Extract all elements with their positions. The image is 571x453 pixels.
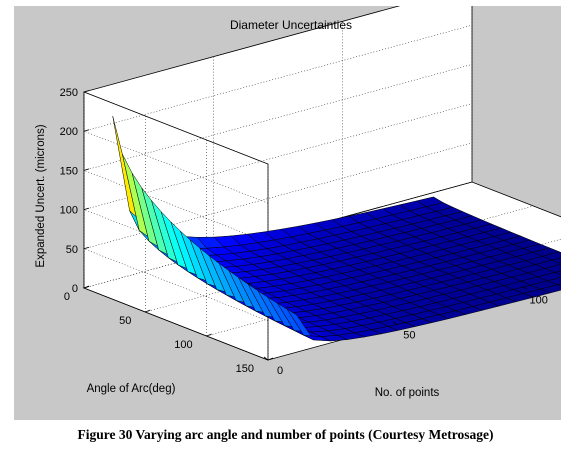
x-tick <box>522 286 527 290</box>
surface-plot: 050100150200250050100150050100150 Diamet… <box>35 6 561 399</box>
z-tick-label: 200 <box>60 126 78 138</box>
y-tick <box>267 357 274 361</box>
y-tick-label: 50 <box>119 315 131 327</box>
x-tick-label: 50 <box>403 330 415 342</box>
grid-line <box>83 24 473 132</box>
z-tick-label: 100 <box>60 205 78 217</box>
x-tick-label: 0 <box>277 365 283 377</box>
surface-patch <box>534 259 561 269</box>
z-tick <box>83 168 90 171</box>
x-tick <box>393 321 398 325</box>
z-axis-label: Expanded Uncert. (microns) <box>35 124 47 267</box>
grid-line <box>83 142 473 250</box>
z-tick-label: 150 <box>60 165 78 177</box>
grid-line <box>83 103 473 210</box>
grid-line <box>83 6 400 93</box>
surface-patch <box>541 251 561 261</box>
figure-frame: 050100150200250050100150050100150 Diamet… <box>14 6 561 420</box>
z-tick <box>83 90 90 93</box>
y-tick-label: 150 <box>236 363 254 375</box>
y-tick <box>145 309 151 313</box>
z-tick <box>83 129 90 132</box>
y-tick-label: 100 <box>174 339 192 351</box>
y-tick <box>206 333 212 337</box>
x-axis-label: No. of points <box>375 387 440 399</box>
z-tick-label: 250 <box>60 87 78 99</box>
surface-patch <box>539 284 561 294</box>
figure-caption: Figure 30 Varying arc angle and number o… <box>77 427 494 442</box>
z-tick <box>83 246 90 250</box>
z-tick-label: 50 <box>66 244 78 256</box>
chart-title: Diameter Uncertainties <box>230 18 352 32</box>
surface-patch <box>553 270 561 276</box>
surface-patch <box>556 283 561 287</box>
y-tick <box>83 285 90 289</box>
x-tick <box>263 356 269 361</box>
z-tick <box>83 207 90 210</box>
z-tick-label: 0 <box>72 283 78 295</box>
surface-patch <box>544 264 561 273</box>
surface-patch <box>551 257 561 265</box>
surface-patch <box>546 276 561 285</box>
x-tick-label: 100 <box>529 294 547 306</box>
y-tick-label: 0 <box>64 291 70 303</box>
grid-line <box>83 64 473 171</box>
y-axis-label: Angle of Arc(deg) <box>87 383 176 395</box>
